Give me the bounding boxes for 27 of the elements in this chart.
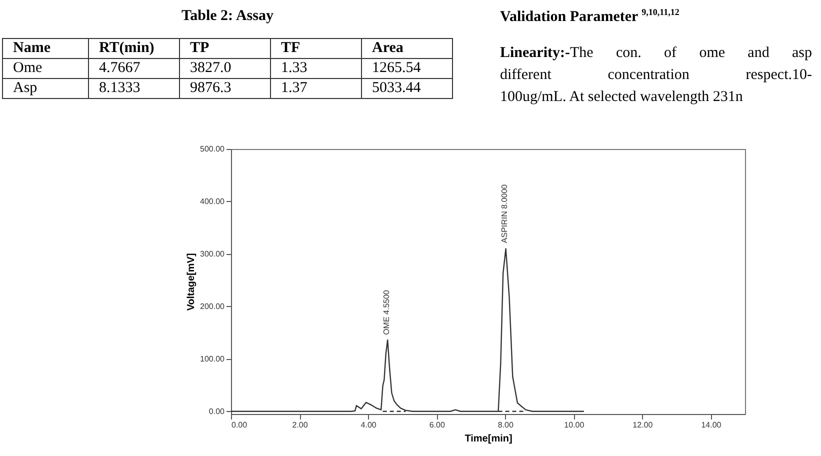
text: different concentration respect.10- bbox=[500, 66, 812, 85]
caption: Table 2: Assay bbox=[180, 8, 274, 25]
x-tick-label: 8.00 bbox=[498, 420, 514, 430]
x-tick-label: 14.00 bbox=[701, 420, 722, 430]
annotation: ASPIRIN 8.0000 bbox=[500, 184, 510, 244]
line-series bbox=[230, 248, 585, 412]
y-axis-title: Voltage[mV] bbox=[186, 253, 198, 311]
text: Name RT(min) TP TF Area bbox=[13, 40, 404, 56]
y-tick-label: 0.00 bbox=[208, 406, 226, 416]
text: Ome 4.7667 3827.0 1.33 1265.54 bbox=[13, 60, 421, 76]
x-axis-title: Time[min] bbox=[464, 434, 512, 444]
x-tick-label: 2.00 bbox=[292, 420, 308, 430]
x-tick-label: 6.00 bbox=[429, 420, 446, 430]
text: Validation Parameter $^{9,10,11,12}$ bbox=[500, 7, 680, 26]
y-tick-label: 400.00 bbox=[200, 196, 226, 206]
annotation: OME 4.5500 bbox=[382, 289, 391, 335]
y-tick-label: 200.00 bbox=[200, 302, 226, 311]
x-tick-label: 10.00 bbox=[564, 420, 585, 430]
x-tick-label: 4.00 bbox=[360, 420, 377, 430]
y-tick-label: 300.00 bbox=[200, 249, 226, 258]
x-tick-label: 12.00 bbox=[632, 420, 654, 430]
text: Asp 8.1333 9876.3 1.37 5033.44 bbox=[13, 80, 421, 96]
text: 100ug/mL. At selected wavelength 231n bbox=[500, 88, 744, 107]
y-tick-label: 500.00 bbox=[200, 144, 226, 154]
x-tick-label: 0.00 bbox=[232, 420, 248, 430]
text: Linearity:-The con. of ome and asp bbox=[500, 44, 812, 63]
y-tick-label: 100.00 bbox=[200, 354, 226, 364]
